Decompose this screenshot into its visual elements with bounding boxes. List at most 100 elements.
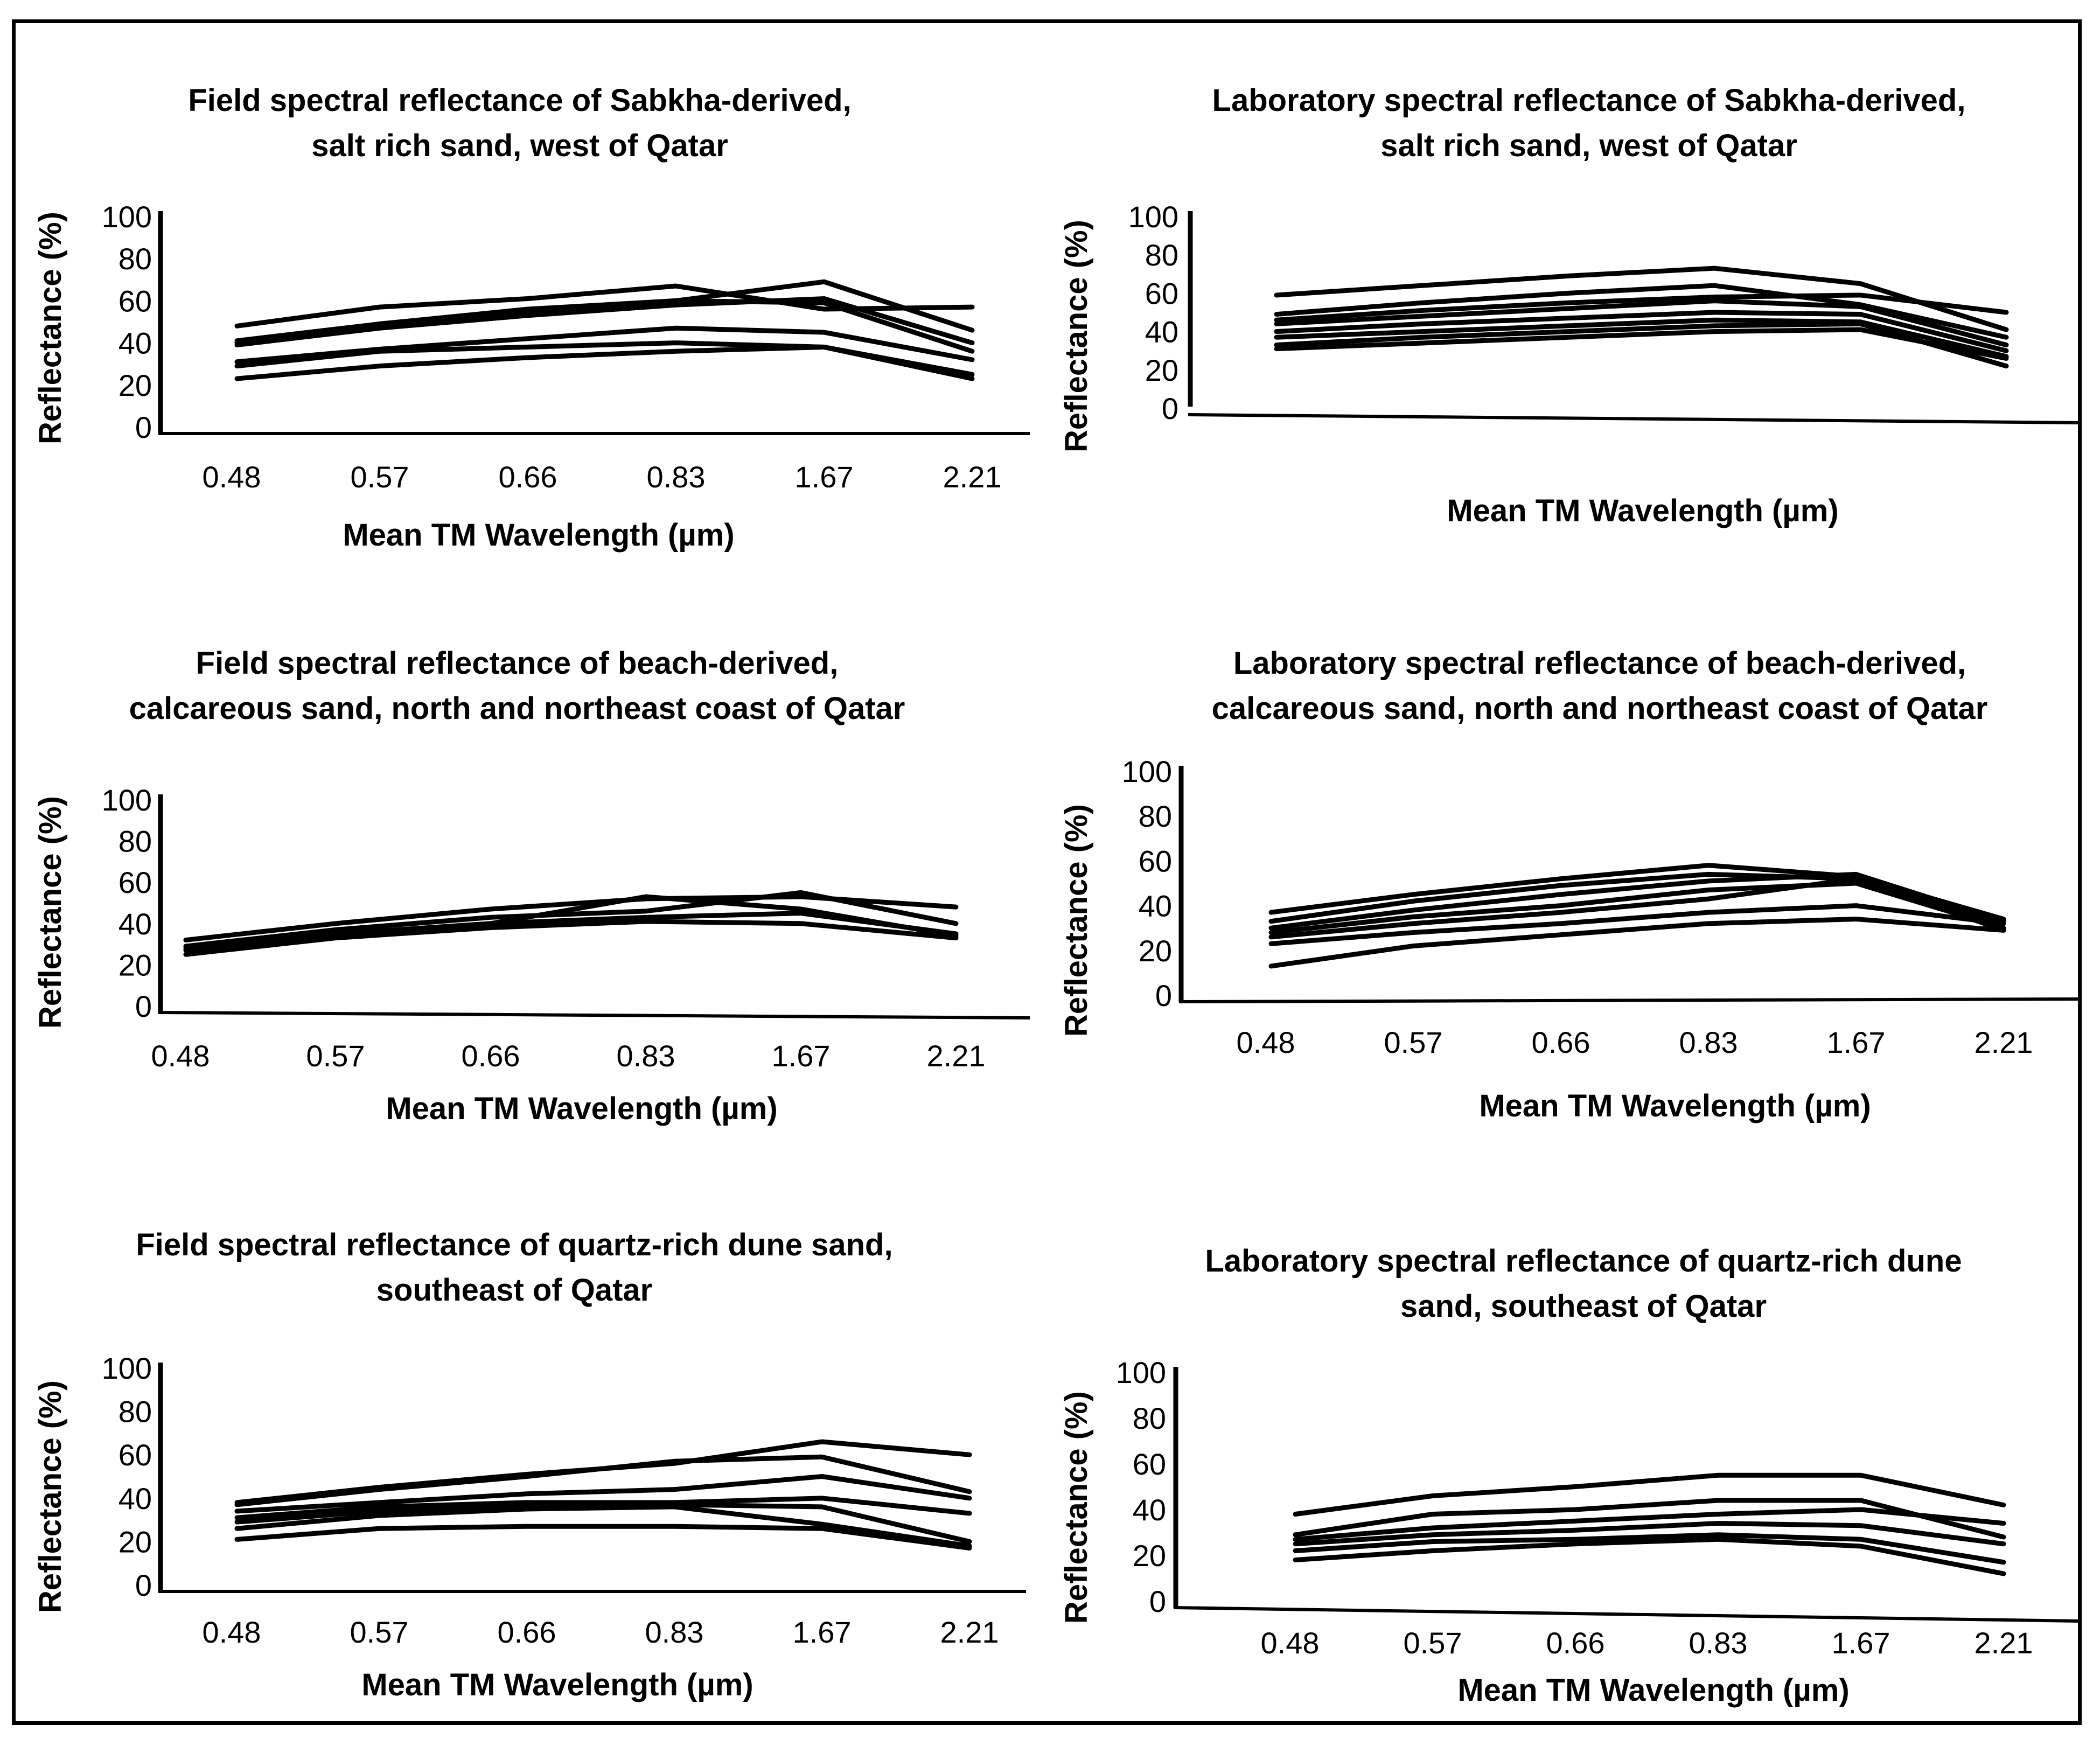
chart-title: Laboratory spectral reflectance of beach… [1169,641,2031,731]
x-tick-label: 0.57 [350,1615,409,1649]
chart-title-line-2: southeast of Qatar [376,1273,653,1308]
x-tick-label: 0.48 [203,460,261,494]
x-tick-label: 0.66 [499,460,557,494]
x-tick-label: 0.83 [647,460,706,494]
x-tick-label: 0.57 [351,460,409,494]
chart-title-line-1: Field spectral reflectance of quartz-ric… [136,1227,893,1262]
chart-panel-field-dune: Field spectral reflectance of quartz-ric… [33,1227,1026,1702]
series-line-s4 [1293,1521,2006,1547]
series-line-s1 [1274,266,2009,332]
y-tick-label: 60 [1133,1447,1166,1481]
series-line-s2 [1293,1498,2006,1540]
x-tick-label: 0.83 [617,1039,675,1073]
series-line-s3 [234,1474,972,1514]
y-tick-label: 40 [118,326,152,360]
series-line-s2 [234,1454,972,1507]
y-tick-label: 20 [1133,1539,1166,1573]
x-tick-label: 0.66 [1532,1025,1590,1059]
y-tick-label: 60 [1145,276,1178,310]
y-tick-label: 100 [1128,200,1178,234]
x-tick-label: 0.66 [498,1615,556,1649]
y-tick-label: 60 [1139,844,1172,878]
series-line-s5 [183,919,959,957]
series-line-s6 [1268,903,2006,946]
x-tick-label: 0.83 [645,1615,704,1649]
y-tick-label: 80 [118,1395,152,1429]
series-line-s5 [1268,876,2006,940]
plot-area: 0 20 40 60 80 100 0.48 0.57 0.66 0.83 1.67 2.21 [102,200,1030,494]
y-tick-label: 40 [1133,1493,1166,1527]
series-line-s1 [1293,1472,2006,1517]
y-tick-label: 80 [118,825,152,858]
y-tick-label: 80 [118,242,152,276]
x-tick-label: 0.48 [1261,1626,1320,1660]
series-line-s6 [1293,1537,2006,1576]
x-tick-label: 1.67 [793,1615,852,1649]
x-axis-line [1188,413,2080,424]
y-tick-label: 40 [118,907,152,941]
chart-title-line-1: Field spectral reflectance of Sabkha-der… [188,83,852,118]
chart-panel-lab-beach: Laboratory spectral reflectance of beach… [1059,641,2080,1123]
series-line-s7 [234,1524,972,1551]
y-tick-label: 0 [1149,1584,1166,1618]
x-tick-label: 1.67 [772,1039,831,1073]
series-line-s6 [1274,317,2009,359]
y-tick-label: 0 [1155,979,1172,1012]
x-tick-label: 2.21 [1975,1626,2033,1660]
series-line-s6 [234,1504,972,1548]
series-line-s4 [234,296,975,348]
x-tick-label: 0.57 [306,1039,365,1073]
x-axis-label: Mean TM Wavelength (µm) [343,518,735,553]
x-axis-label: Mean TM Wavelength (µm) [361,1667,754,1702]
y-tick-label: 0 [135,989,152,1023]
y-tick-label: 80 [1139,799,1172,833]
y-tick-label: 40 [1145,315,1178,349]
y-tick-label: 40 [1139,889,1172,923]
y-tick-label: 0 [135,410,152,444]
x-axis-line [1178,997,2080,1003]
x-tick-label: 2.21 [1975,1025,2033,1059]
y-tick-label: 20 [118,368,152,402]
y-tick-label: 0 [135,1568,152,1602]
x-tick-label: 1.67 [1832,1626,1890,1660]
series-line-s3 [1268,871,2006,931]
y-tick-label: 80 [1133,1401,1166,1435]
y-tick-label: 20 [1139,934,1172,968]
series-line-s3 [1274,292,2009,323]
chart-title-line-1: Laboratory spectral reflectance of beach… [1233,646,1966,681]
series-line-s3 [234,279,975,346]
y-tick-label: 100 [102,783,152,817]
series-line-s7 [234,344,975,381]
series-line-s7 [1268,917,2006,969]
chart-title: Laboratory spectral reflectance of quart… [1153,1239,2014,1329]
x-axis-label: Mean TM Wavelength (µm) [386,1091,778,1126]
series-line-s7 [1274,321,2009,369]
series-line-s4 [234,1496,972,1520]
x-axis-line [1173,1606,2080,1623]
plot-area: 0 20 40 60 80 100 0.48 0.57 0.66 0.83 1.67 2.21 [102,1351,1026,1649]
y-tick-label: 20 [118,1525,152,1559]
chart-title-line-2: calcareous sand, north and northeast coa… [1211,691,1988,726]
y-tick-label: 100 [1122,755,1172,788]
x-tick-label: 0.48 [203,1615,261,1649]
y-tick-label: 60 [118,1438,152,1472]
chart-title-line-1: Laboratory spectral reflectance of Sabkh… [1212,83,1966,118]
chart-title-line-2: salt rich sand, west of Qatar [1380,128,1797,163]
y-tick-label: 100 [1116,1356,1166,1389]
x-tick-label: 0.83 [1679,1025,1738,1059]
chart-title-line-2: salt rich sand, west of Qatar [311,128,728,163]
chart-title-line-2: calcareous sand, north and northeast coa… [129,691,905,726]
series-line-s5 [1274,310,2009,353]
y-tick-label: 60 [118,865,152,899]
chart-title-line-1: Laboratory spectral reflectance of quart… [1205,1244,1962,1279]
x-tick-label: 0.83 [1689,1626,1748,1660]
chart-title: Laboratory spectral reflectance of Sabkh… [1158,78,2020,169]
series-line-s2 [183,890,959,949]
x-tick-label: 0.57 [1384,1025,1443,1059]
figure-frame [12,19,2082,1725]
x-tick-label: 1.67 [795,460,854,494]
chart-panel-field-beach: Field spectral reflectance of beach-deri… [0,0,1050,1185]
y-tick-label: 20 [118,948,152,982]
